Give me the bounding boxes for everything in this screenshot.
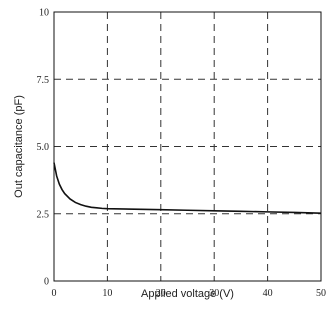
- x-tick-labels: 0 10 20 30 40 50: [52, 288, 327, 299]
- y-tick-label-1: 2.5: [37, 209, 50, 220]
- x-tick-label-3: 30: [209, 288, 219, 299]
- y-tick-label-4: 10: [39, 8, 49, 19]
- y-tick-labels: 0 2.5 5.0 7.5 10: [37, 8, 50, 288]
- plot-frame: [53, 11, 322, 282]
- x-tick-label-2: 20: [156, 288, 166, 299]
- y-tick-label-0: 0: [44, 277, 49, 288]
- x-tick-label-0: 0: [52, 288, 57, 299]
- x-tick-label-5: 50: [316, 288, 326, 299]
- x-axis-label: Applied voltage (V): [141, 288, 234, 300]
- y-tick-label-2: 5.0: [37, 142, 50, 153]
- grid-lines: [54, 12, 321, 281]
- x-tick-label-1: 10: [102, 288, 112, 299]
- y-axis-label: Out capacitance (pF): [13, 95, 25, 198]
- y-tick-label-3: 7.5: [37, 75, 50, 86]
- x-tick-label-4: 40: [263, 288, 273, 299]
- series-line-0: [53, 162, 322, 215]
- series-layer: [53, 162, 322, 215]
